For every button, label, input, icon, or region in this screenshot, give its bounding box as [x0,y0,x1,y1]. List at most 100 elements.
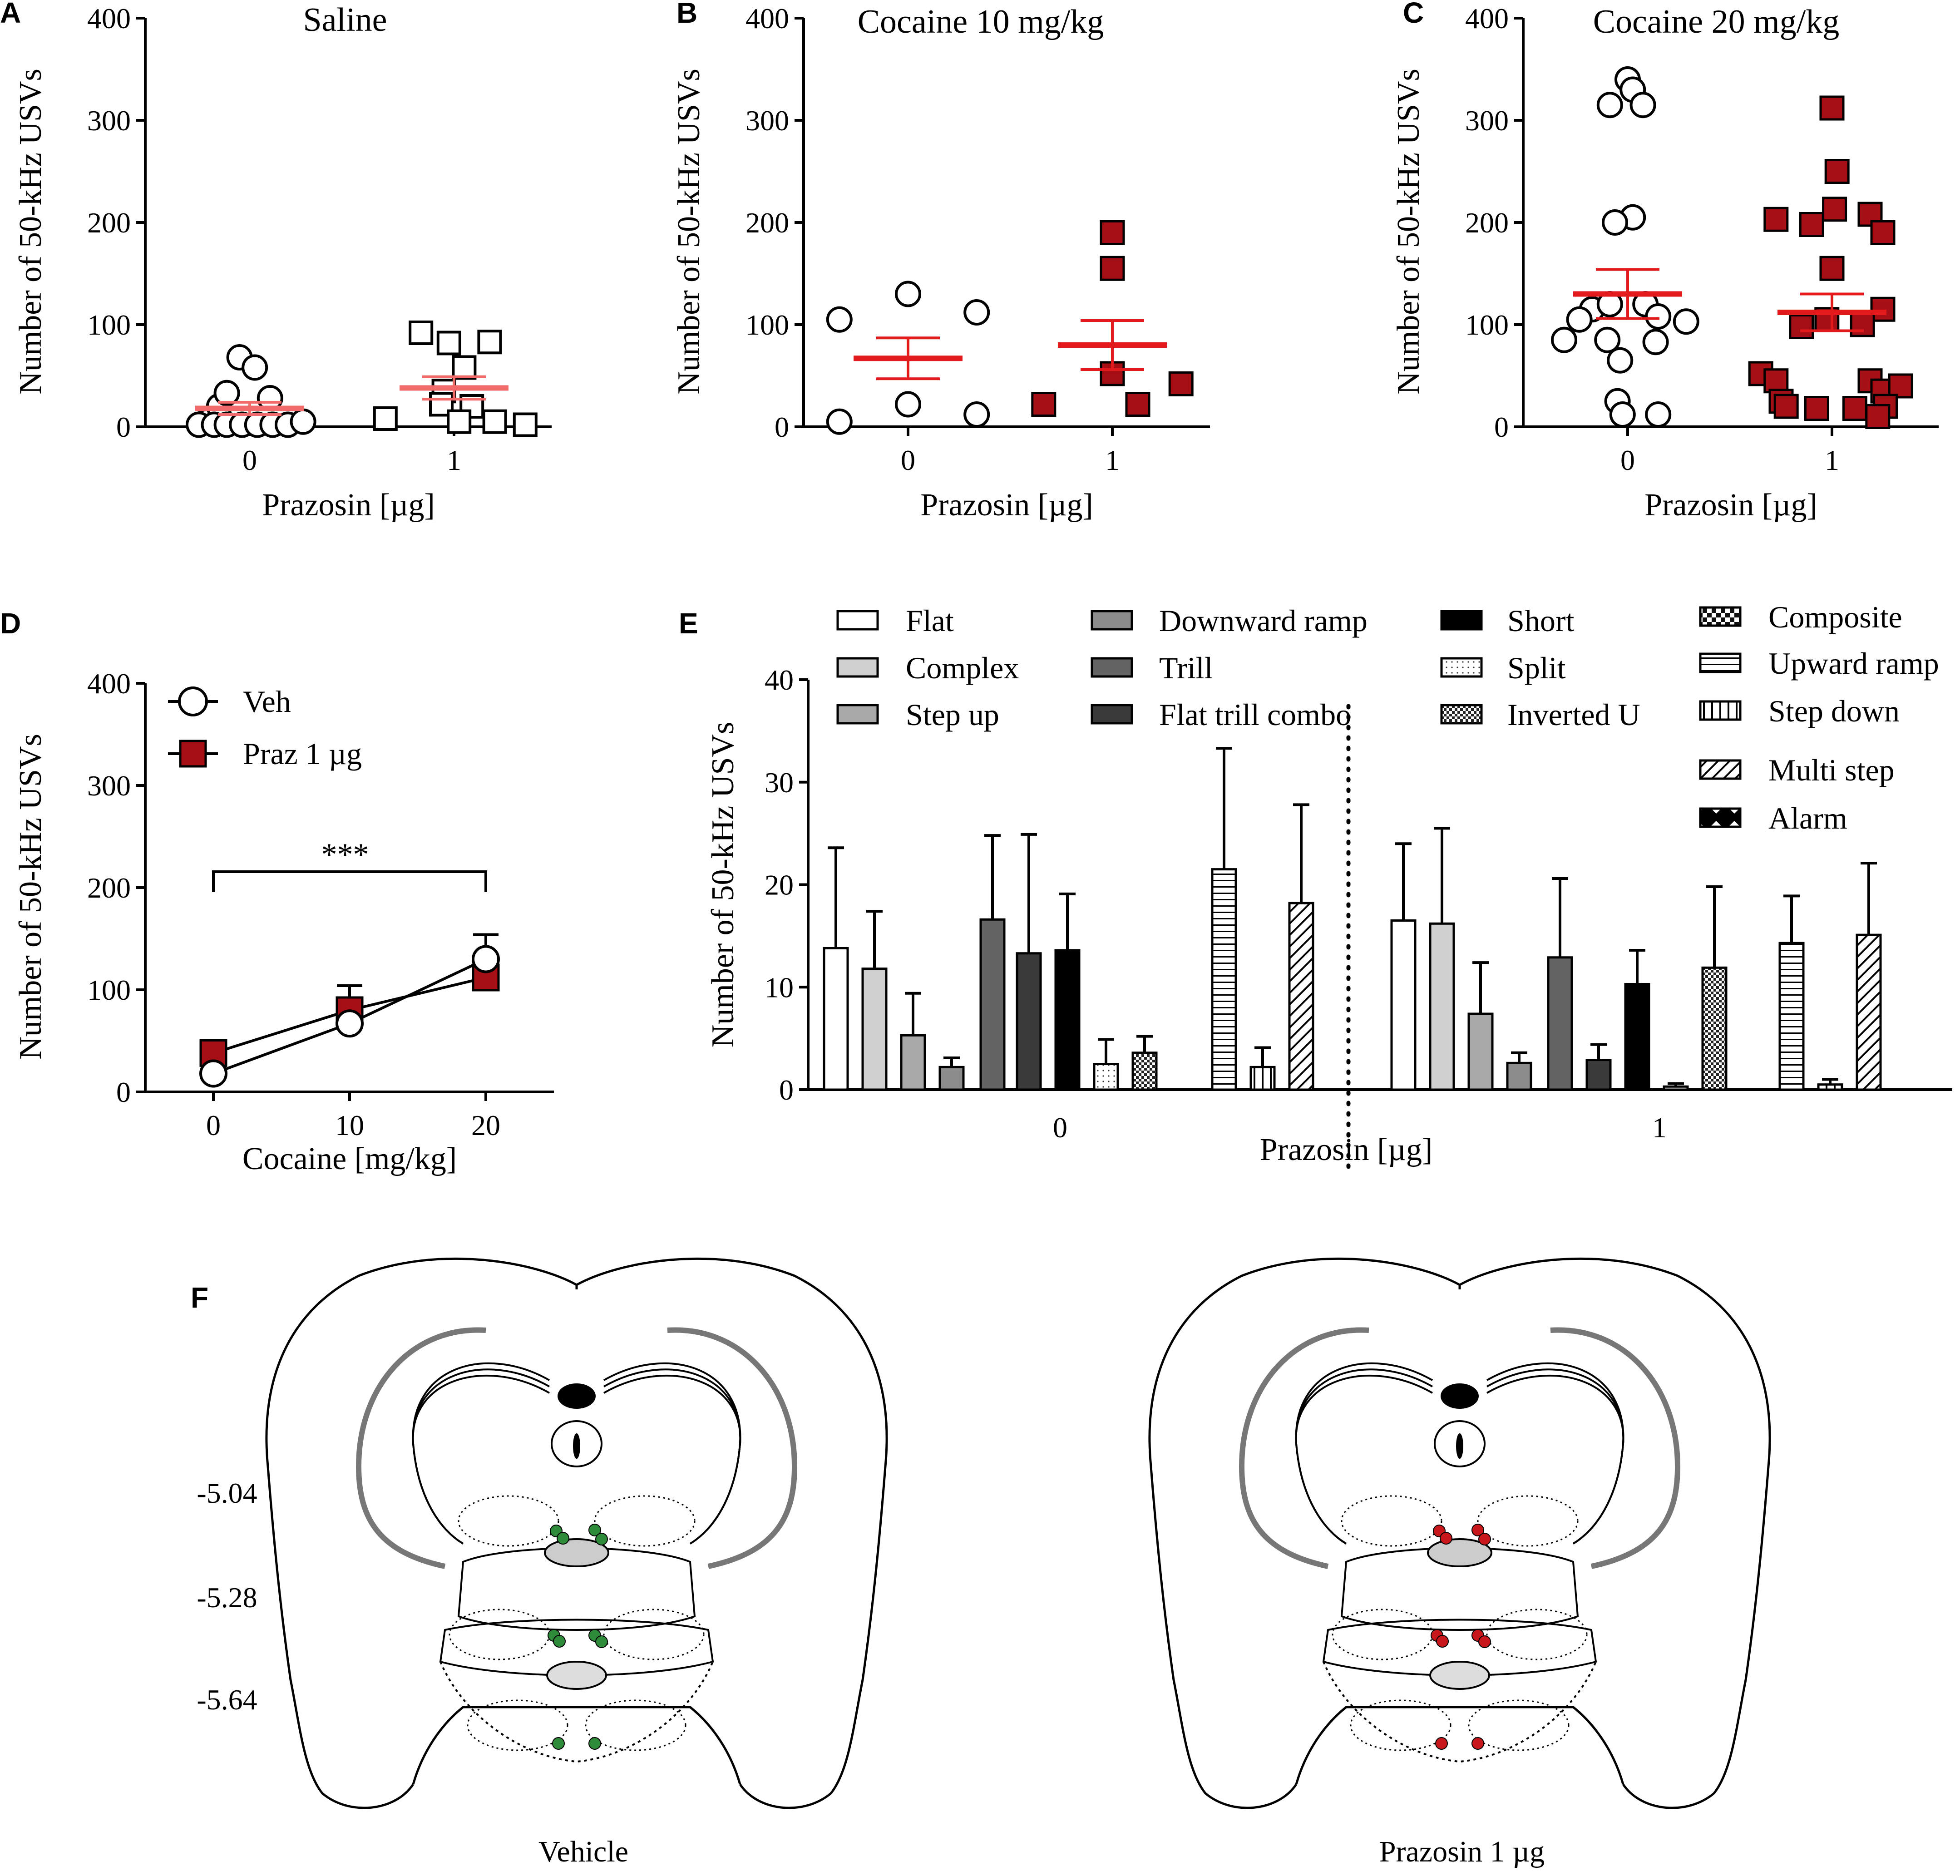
hippocampus-right [1550,1327,1681,1569]
legend-label: Alarm [1768,801,1847,835]
injection-site [1436,1635,1449,1648]
aqueduct-core [1456,1433,1463,1459]
level-label-3: -5.64 [197,1683,257,1716]
data-point [1596,92,1623,118]
nucleus-outline [1486,1609,1588,1660]
data-point [1870,296,1896,322]
injection-site [552,1737,565,1750]
y-tick-label: 200 [87,207,131,239]
y-tick-label: 10 [765,971,794,1003]
nucleus-outline [1477,1495,1579,1547]
aqueduct-core [573,1433,580,1459]
bar [1506,1061,1532,1091]
legend-swatch [836,657,879,678]
inner-layer [603,1368,741,1545]
legend-swatch [1091,657,1133,678]
bar [1856,933,1882,1091]
y-tick-label: 300 [1465,104,1509,137]
data-point [1100,220,1125,245]
legend-label: Short [1507,603,1574,638]
section-outline [1322,1619,1597,1676]
legend-label: Flat [906,603,954,638]
brainstem-outline [412,1706,741,1785]
injection-site [1471,1737,1484,1750]
inner-layer [1295,1368,1433,1545]
data-point [1602,209,1628,236]
section-outline [1340,1547,1579,1631]
data-point [1804,396,1829,421]
injection-site [1440,1532,1452,1545]
inner-layer [412,1368,550,1545]
y-tick-label: 0 [1494,411,1509,443]
y-tick-label: 0 [775,411,789,443]
y-tick-label: 400 [87,2,131,35]
nucleus-outline [585,1699,686,1751]
legend-swatch [1699,606,1742,627]
legend-label: Step down [1768,694,1900,728]
y-tick-label: 400 [1465,2,1509,35]
panel-a-saline: A Saline 0 100 200 300 400 0 1 Prazosin [µg] Numbe… [0,0,552,523]
panel-title: Cocaine 20 mg/kg [1593,3,1840,40]
legend-swatch [1440,657,1483,678]
bar [1054,949,1081,1091]
data-point [513,412,538,437]
data-point [1819,256,1845,281]
data-point [1799,212,1824,237]
legend-label: Downward ramp [1159,603,1368,638]
legend-swatch [836,610,879,631]
data-point [1594,326,1621,353]
bar [1817,1083,1843,1091]
data-point [1857,202,1883,227]
y-tick-label: 400 [745,2,789,35]
data-point [1888,373,1913,399]
x-axis-label: Prazosin [µg] [920,488,1093,523]
panel-c-cocaine-20: C Cocaine 20 mg/kg 0 100 200 300 400 0 1Prazosin… [1391,0,1939,523]
data-point [1763,207,1789,232]
data-point [436,331,461,355]
data-point [1642,329,1669,355]
bar [900,1034,926,1091]
bar [1093,1063,1119,1091]
legend: Flat Complex Step up Downward ramp Trill Flat… [836,600,1939,835]
level-label-1: -5.04 [197,1477,257,1509]
x-tick-label: 0 [206,1109,221,1141]
legend-swatch [836,704,879,725]
bar [1211,868,1237,1091]
y-axis-label: Number of 50-kHz USVs [13,734,48,1059]
y-tick-label: 200 [1465,207,1509,239]
nucleus-outline [458,1495,559,1547]
panel-title: Saline [303,1,387,39]
aqueduct [1434,1420,1486,1467]
data-point [1870,220,1896,245]
significance-stars: *** [321,837,369,872]
x-tick-label: 1 [1652,1111,1667,1144]
legend-label: Trill [1159,651,1213,685]
data-point [895,281,921,307]
legend-label: Multi step [1768,753,1895,787]
y-tick-label: 200 [745,207,789,239]
nucleus-outline [1341,1495,1442,1547]
cortex-outline [576,1257,888,1809]
y-axis-label: Number of 50-kHz USVs [13,69,48,394]
ventricle [558,1383,596,1409]
significance-bracket [212,870,487,892]
data-point [1031,392,1057,417]
injection-site [588,1737,601,1750]
data-point [1842,396,1867,421]
y-tick-label: 300 [87,770,131,802]
inner-layer [1486,1368,1624,1545]
legend: Veh Praz 1 µg [168,684,362,771]
legend-swatch [1699,759,1742,780]
nucleus-outline [467,1699,568,1751]
y-axis-label: Number of 50-kHz USVs [671,69,706,394]
aqueduct [551,1420,602,1467]
panel-b-cocaine-10: B Cocaine 10 mg/kg 0 100 200 300 400 0 1 Prazosin… [671,0,1210,523]
panel-letter: C [1403,0,1424,29]
data-point [290,408,316,435]
legend-swatch [1440,610,1483,631]
inner-layer [1295,1362,1433,1545]
data-point [1645,401,1672,428]
legend-label: Veh [243,684,291,719]
legend-label: Upward ramp [1768,646,1939,681]
